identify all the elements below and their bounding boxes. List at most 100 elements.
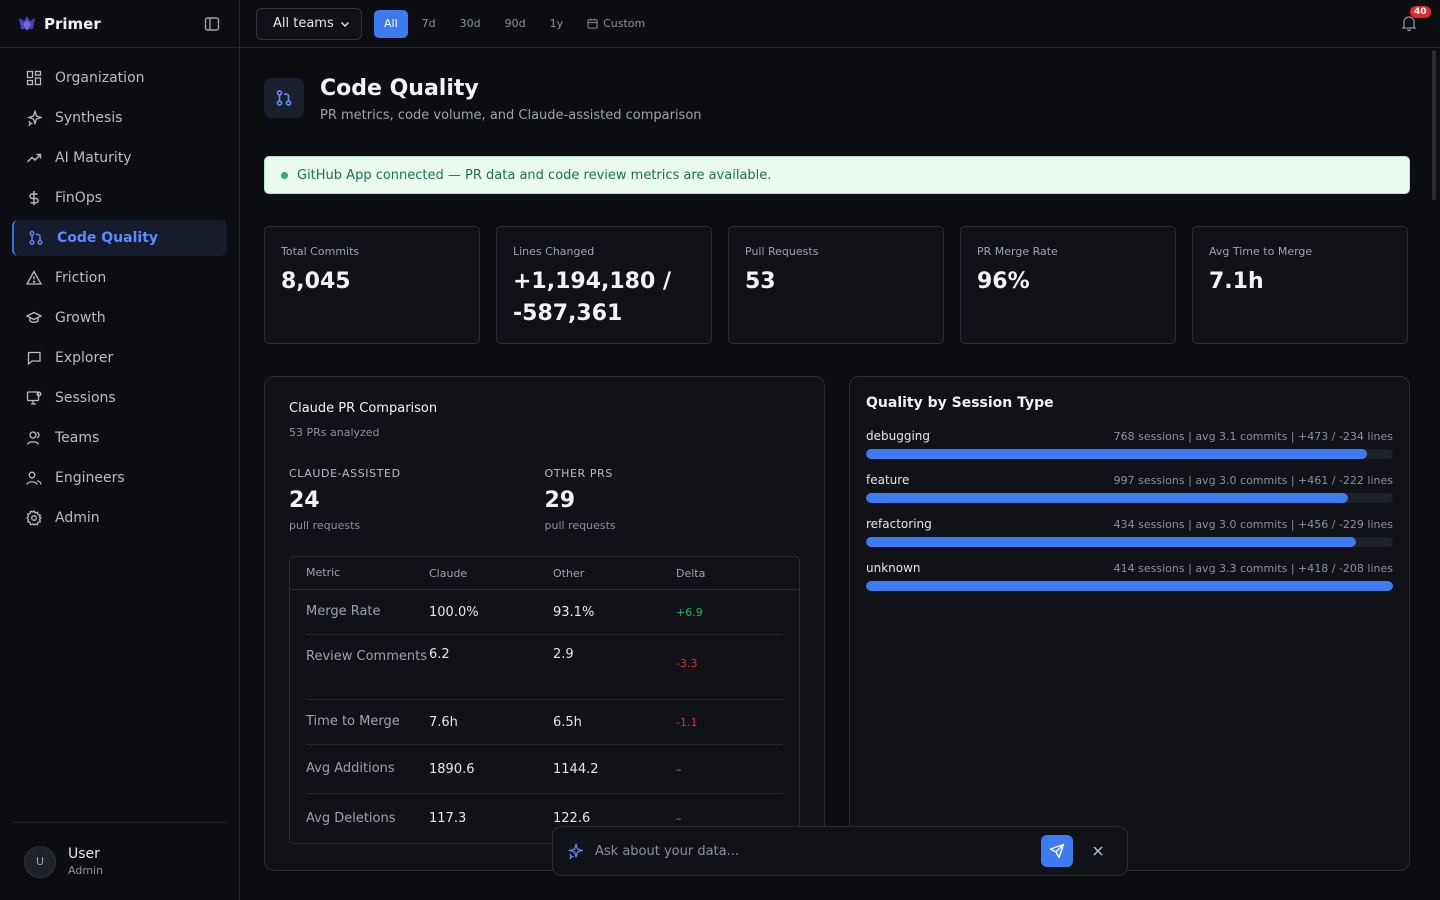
- main-content: Code Quality PR metrics, code volume, an…: [240, 48, 1440, 900]
- card-title: Quality by Session Type: [866, 395, 1054, 411]
- sidebar-item-admin[interactable]: Admin: [12, 500, 227, 536]
- summary-unit: pull requests: [289, 519, 361, 532]
- progress-track: [866, 581, 1393, 591]
- sidebar-item-sessions[interactable]: Sessions: [12, 380, 227, 416]
- sidebar-item-friction[interactable]: Friction: [12, 260, 227, 296]
- range-tab-30d[interactable]: 30d: [459, 17, 481, 30]
- status-dot-icon: [281, 171, 288, 179]
- graduation-cap-icon: [26, 311, 42, 323]
- sidebar-item-synthesis[interactable]: Synthesis: [12, 100, 227, 136]
- table-header: Metric Claude Other Delta: [290, 557, 799, 590]
- session-type-name: debugging: [866, 429, 931, 443]
- stat-value: 53: [745, 269, 776, 294]
- stat-card-avg-time-to-merge: Avg Time to Merge 7.1h: [1192, 226, 1408, 344]
- monitor-icon: [26, 391, 42, 405]
- delta-cell: +6.9: [676, 605, 703, 619]
- metric-cell: Avg Additions: [306, 761, 395, 776]
- message-square-icon: [27, 351, 41, 366]
- send-button[interactable]: [1041, 835, 1073, 867]
- quality-by-session-type-card: Quality by Session Type debugging 768 se…: [849, 376, 1410, 871]
- sidebar: Primer Organization Synthesis AI Maturit…: [0, 0, 240, 900]
- summary-value: 24: [289, 488, 320, 513]
- sidebar-item-organization[interactable]: Organization: [12, 60, 227, 96]
- other-cell: 93.1%: [553, 604, 595, 620]
- sidebar-item-label: Engineers: [55, 470, 125, 486]
- list-item: unknown 414 sessions | avg 3.3 commits |…: [866, 561, 1393, 591]
- notification-count-badge: 40: [1410, 6, 1431, 18]
- sidebar-item-teams[interactable]: Teams: [12, 420, 227, 456]
- other-cell: 122.6: [553, 811, 591, 826]
- claude-cell: 1890.6: [429, 761, 475, 777]
- close-button[interactable]: [1083, 836, 1113, 866]
- claude-pr-comparison-card: Claude PR Comparison 53 PRs analyzed CLA…: [264, 376, 825, 871]
- notifications-button[interactable]: 40: [1400, 6, 1431, 32]
- range-tab-all[interactable]: All: [374, 9, 408, 38]
- date-range-tabs: All 7d 30d 90d 1y Custom: [374, 9, 659, 38]
- sidebar-item-explorer[interactable]: Explorer: [12, 340, 227, 376]
- list-item: refactoring 434 sessions | avg 3.0 commi…: [866, 517, 1393, 547]
- user-menu[interactable]: U User Admin: [12, 822, 227, 900]
- sidebar-item-label: Synthesis: [55, 110, 123, 126]
- claude-cell: 6.2: [429, 647, 450, 662]
- gear-icon: [26, 510, 42, 526]
- user-icon: [26, 431, 40, 445]
- stat-label: PR Merge Rate: [977, 245, 1058, 258]
- sidebar-item-label: AI Maturity: [55, 150, 132, 166]
- sidebar-item-code-quality[interactable]: Code Quality: [12, 220, 227, 256]
- sidebar-item-label: Explorer: [55, 350, 114, 366]
- progress-track: [866, 493, 1393, 503]
- metric-cell: Time to Merge: [306, 714, 400, 729]
- sidebar-item-label: Sessions: [55, 390, 116, 406]
- ask-input[interactable]: [595, 843, 1041, 859]
- metric-cell: Merge Rate: [306, 604, 381, 619]
- github-status-banner: GitHub App connected — PR data and code …: [264, 156, 1410, 194]
- team-select[interactable]: All teams: [256, 7, 362, 40]
- sparkles-icon: [567, 843, 583, 859]
- sidebar-item-label: Teams: [55, 430, 100, 446]
- comparison-table: Metric Claude Other Delta Merge Rate 100…: [289, 556, 800, 844]
- session-type-meta: 997 sessions | avg 3.0 commits | +461 / …: [1113, 473, 1393, 487]
- delta-cell: -1.1: [676, 715, 698, 729]
- range-tab-7d[interactable]: 7d: [421, 17, 436, 30]
- stat-value: +1,194,180 / -587,361: [513, 269, 671, 326]
- banner-text: GitHub App connected — PR data and code …: [297, 167, 772, 183]
- avatar: U: [24, 845, 56, 878]
- range-tab-1y[interactable]: 1y: [549, 17, 564, 30]
- sidebar-item-ai-maturity[interactable]: AI Maturity: [12, 140, 227, 176]
- session-type-meta: 414 sessions | avg 3.3 commits | +418 / …: [1113, 561, 1393, 575]
- session-type-meta: 434 sessions | avg 3.0 commits | +456 / …: [1113, 517, 1393, 531]
- sidebar-toggle-icon[interactable]: [203, 15, 221, 33]
- claude-cell: 7.6h: [429, 714, 458, 730]
- ask-data-bar: [552, 826, 1128, 876]
- range-tab-90d[interactable]: 90d: [504, 17, 526, 30]
- other-cell: 6.5h: [553, 714, 582, 730]
- claude-cell: 100.0%: [429, 604, 479, 620]
- sidebar-nav: Organization Synthesis AI Maturity FinOp…: [0, 48, 239, 552]
- sidebar-item-label: Code Quality: [57, 230, 159, 246]
- stat-value: 7.1h: [1209, 269, 1264, 294]
- session-type-name: unknown: [866, 561, 921, 575]
- other-cell: 2.9: [553, 647, 574, 662]
- stat-value: 96%: [977, 269, 1030, 294]
- sidebar-item-finops[interactable]: FinOps: [12, 180, 227, 216]
- sidebar-item-engineers[interactable]: Engineers: [12, 460, 227, 496]
- page-icon: [264, 78, 304, 118]
- column-header: Metric: [306, 566, 341, 579]
- scrollbar[interactable]: [1432, 50, 1436, 200]
- sidebar-item-label: Friction: [55, 270, 107, 286]
- claude-cell: 117.3: [429, 811, 467, 826]
- summary-value: 29: [544, 488, 576, 513]
- trending-up-icon: [27, 153, 42, 163]
- sidebar-item-label: Organization: [55, 70, 145, 86]
- stat-label: Pull Requests: [745, 245, 819, 258]
- stats-row: Total Commits 8,045 Lines Changed +1,194…: [264, 226, 1408, 344]
- sidebar-item-label: Admin: [55, 510, 100, 526]
- progress-fill: [866, 537, 1357, 547]
- table-row: Time to Merge 7.6h 6.5h -1.1: [306, 700, 783, 745]
- range-tab-custom[interactable]: Custom: [577, 10, 655, 38]
- session-type-list: debugging 768 sessions | avg 3.1 commits…: [866, 429, 1393, 591]
- sidebar-item-growth[interactable]: Growth: [12, 300, 227, 336]
- sidebar-item-label: FinOps: [55, 190, 102, 206]
- table-row: Avg Deletions 117.3 122.6 –: [306, 794, 783, 843]
- topbar: All teams All 7d 30d 90d 1y Custom 40: [240, 0, 1440, 48]
